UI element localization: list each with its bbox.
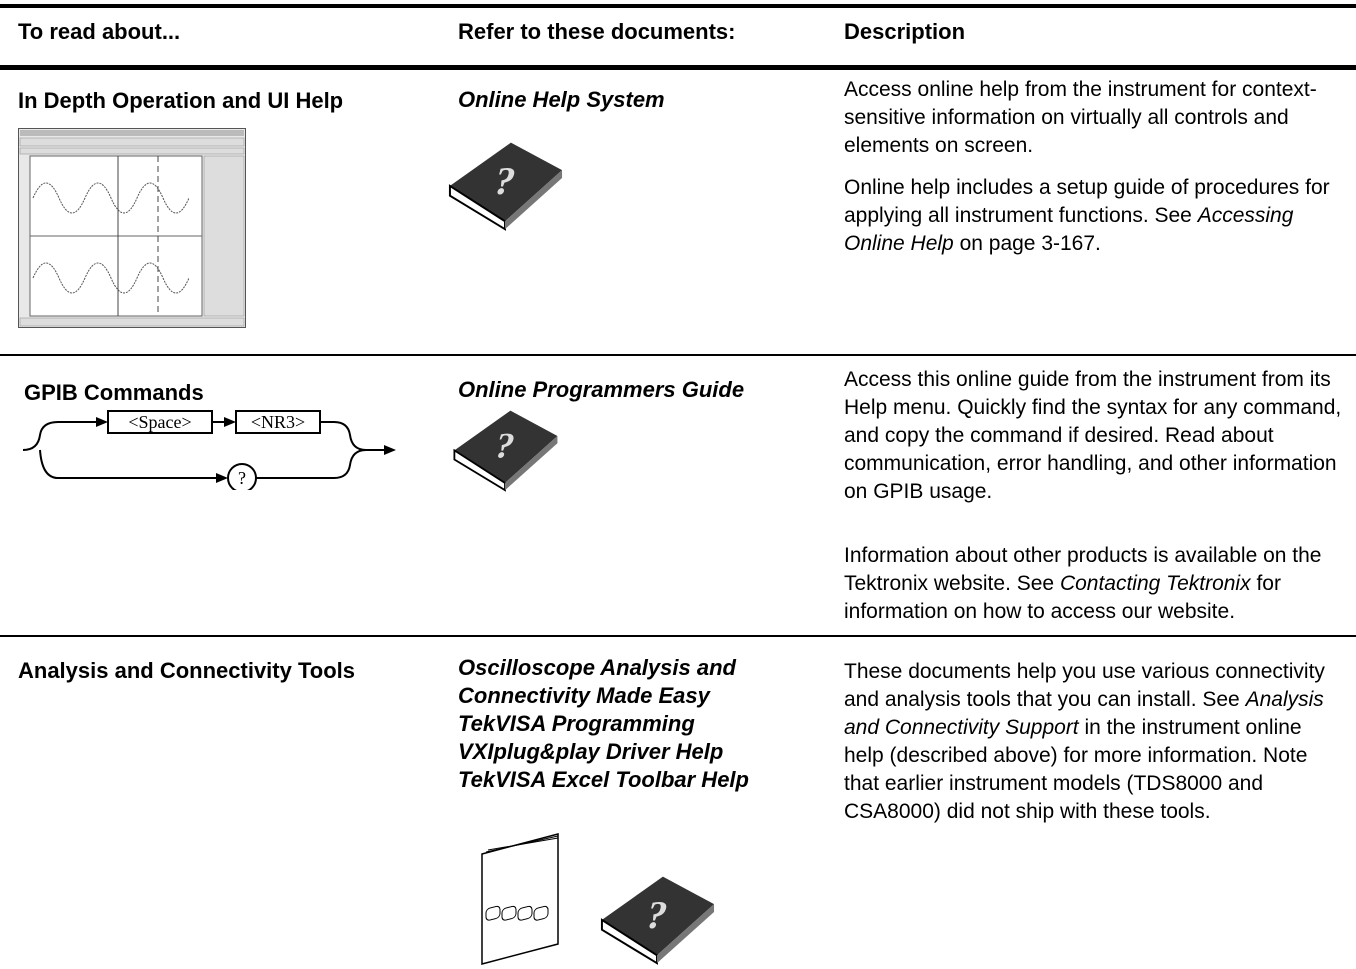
paragraph: Access online help from the instrument f…: [844, 76, 1344, 160]
row-rule: [0, 354, 1356, 356]
topic: In Depth Operation and UI Help: [18, 88, 344, 113]
row-rule: [0, 635, 1356, 637]
text: Online help includes a setup guide of pr…: [844, 176, 1330, 227]
text: for information on how to access our web…: [844, 572, 1281, 623]
text: on page 3-167.: [953, 232, 1101, 255]
document-title: Oscilloscope Analysis and Connectivity M…: [458, 655, 736, 708]
top-rule: [0, 4, 1356, 8]
topic: GPIB Commands: [24, 380, 204, 405]
document-title: VXIplug&play Driver Help: [458, 739, 724, 764]
book-icon: ?: [448, 142, 563, 231]
syntax-label: <Space>: [128, 412, 191, 432]
syntax-label: <NR3>: [251, 412, 305, 432]
text: These documents help you use various con…: [844, 660, 1325, 711]
description: Access this online guide from the instru…: [844, 366, 1344, 640]
screenshot-image: [18, 128, 246, 328]
book-icon: ?: [600, 876, 715, 965]
paragraph: These documents help you use various con…: [844, 658, 1344, 826]
link-text: Analysis and Connectivity Support: [844, 688, 1324, 739]
document-title: TekVISA Programming: [458, 711, 695, 736]
text: Access this online guide from the instru…: [844, 368, 1342, 503]
paragraph: Information about other products is avai…: [844, 542, 1344, 626]
link-text: Accessing Online Help: [844, 204, 1294, 255]
text: Information about other products is avai…: [844, 544, 1322, 595]
syntax-diagram: <Space> <NR3> ?: [22, 410, 396, 490]
description: Access online help from the instrument f…: [844, 76, 1344, 272]
column-header: Description: [844, 19, 966, 44]
text: in the instrument online help (described…: [844, 716, 1308, 823]
document-title: Online Programmers Guide: [458, 377, 745, 402]
book-icon: ?: [453, 410, 558, 492]
booklet-icon: [481, 833, 559, 965]
paragraph: Online help includes a setup guide of pr…: [844, 174, 1344, 258]
document-list: Oscilloscope Analysis and Connectivity M…: [458, 654, 758, 794]
document-title: TekVISA Excel Toolbar Help: [458, 767, 749, 792]
syntax-label: ?: [238, 468, 246, 488]
column-header: Refer to these documents:: [458, 19, 736, 44]
column-header: To read about...: [18, 19, 181, 44]
header-rule: [0, 65, 1356, 70]
description: These documents help you use various con…: [844, 658, 1344, 840]
link-text: Contacting Tektronix: [1059, 572, 1251, 595]
topic: Analysis and Connectivity Tools: [18, 658, 355, 683]
document-title: Online Help System: [458, 87, 665, 112]
paragraph: Access this online guide from the instru…: [844, 366, 1344, 506]
text: Access online help from the instrument f…: [844, 78, 1317, 157]
